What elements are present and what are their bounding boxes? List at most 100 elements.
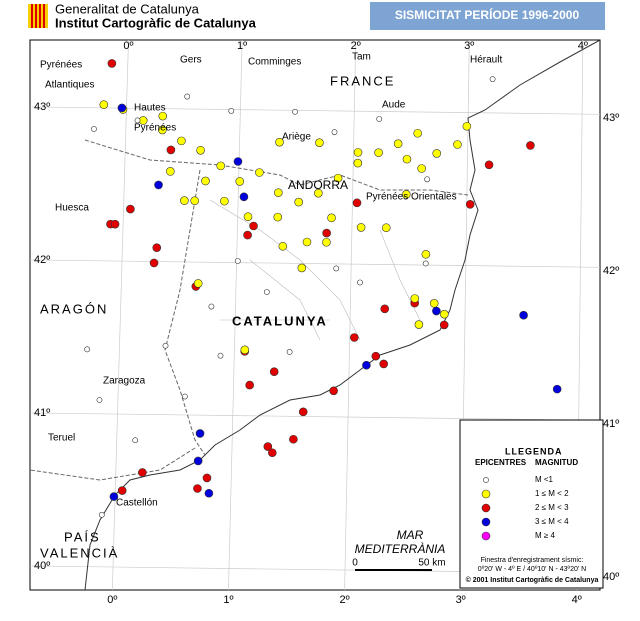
epicentre (243, 212, 253, 222)
epicentre (243, 230, 252, 240)
epicentre (158, 111, 168, 121)
epicentre (216, 161, 226, 171)
epicentre (154, 180, 163, 190)
epicentre (201, 176, 210, 186)
legend-box (459, 419, 604, 589)
epicentre (333, 265, 340, 272)
epicentre (432, 149, 442, 158)
epicentre (275, 137, 284, 147)
copyright: © 2001 Institut Cartogràfic de Catalunya (466, 576, 599, 584)
place: Pyrénées (134, 123, 176, 134)
epicentre (327, 213, 336, 223)
epicentre (286, 349, 293, 355)
epicentre (424, 176, 431, 183)
legend-title: LLEGENDA (505, 446, 563, 456)
epicentre (331, 129, 338, 136)
epicentre (196, 146, 205, 155)
epicentre (134, 117, 141, 124)
epicentre (294, 197, 304, 207)
legend-col: MAGNITUD (535, 458, 578, 467)
epicentre (132, 437, 139, 444)
epicentre (180, 196, 189, 205)
epicentre (208, 303, 215, 310)
meridian (344, 40, 357, 590)
epicentre (440, 309, 449, 319)
epicentre (362, 360, 371, 370)
org: Generalitat de Catalunya (55, 1, 200, 16)
sea-label: MAR (397, 528, 424, 542)
lon-label: 2º (339, 594, 349, 606)
legend-label: 3 ≤ M < 4 (535, 517, 569, 526)
epicentre (357, 279, 363, 286)
epicentre (152, 243, 162, 252)
epicentre (98, 511, 105, 518)
place: Hautes (134, 103, 166, 114)
legend-marker (481, 531, 491, 541)
place: Comminges (248, 57, 301, 68)
epicentre (249, 221, 258, 231)
epicentre (239, 192, 249, 202)
lat-label: 42º (34, 254, 50, 266)
border-aragon (164, 169, 206, 456)
epicentre (204, 488, 214, 498)
epicentre (439, 320, 449, 330)
legend-marker (481, 503, 491, 513)
epicentre (315, 138, 324, 147)
place: Pyrénées (40, 60, 82, 71)
epicentre (484, 160, 494, 170)
legend-marker (483, 477, 489, 483)
epicentre (429, 299, 439, 308)
epicentre (278, 241, 288, 251)
epicentre (177, 136, 186, 146)
epicentre (217, 352, 224, 359)
meridian (228, 40, 243, 590)
place: Huesca (55, 203, 89, 214)
title: SISMICITAT PERÍODE 1996-2000 (395, 7, 580, 22)
institute: Institut Cartogràfic de Catalunya (55, 15, 257, 30)
comarca-lines (209, 199, 421, 341)
place: Atlantiques (45, 80, 94, 91)
epicentre (190, 196, 199, 206)
place: Tam (352, 52, 371, 63)
place: ARAGÓN (40, 301, 108, 316)
lat-label: 41º (603, 418, 619, 430)
epicentre (413, 128, 423, 138)
epicentre (195, 429, 205, 438)
epicentre (233, 157, 243, 166)
epicentre (489, 76, 496, 83)
epicentre (453, 140, 462, 149)
legend-note: 0º20' W - 4º E / 40º10' N - 43º20' N (478, 566, 586, 573)
lon-label: 2º (351, 40, 361, 52)
epicentre (402, 154, 412, 164)
epicentre (166, 145, 176, 155)
place: Aude (382, 100, 406, 111)
epicentre (333, 173, 343, 183)
epicentre (298, 407, 308, 417)
lon-label: 0º (107, 594, 117, 606)
lat-label: 40º (34, 560, 50, 572)
lat-label: 40º (603, 571, 619, 583)
epicentre (269, 367, 279, 376)
epicentre (393, 139, 403, 149)
epicentre (552, 384, 562, 394)
epicentre (235, 177, 245, 186)
epicentre (162, 342, 169, 349)
epicentre (314, 188, 323, 198)
lat-label: 43º (603, 112, 619, 124)
epicentre (381, 223, 391, 233)
epicentre (421, 249, 431, 259)
epicentre (292, 108, 298, 115)
epicentre (202, 473, 212, 483)
lon-label: 4º (572, 594, 582, 606)
legend-label: 1 ≤ M < 2 (535, 489, 569, 498)
boundaries (30, 40, 600, 590)
epicentre (193, 456, 203, 466)
epicentre (353, 158, 363, 168)
scale-label: 50 km (418, 558, 445, 569)
lon-label: 3º (456, 594, 466, 606)
epicentre (432, 306, 441, 316)
epicentre (268, 448, 277, 458)
lat-label: 43º (34, 101, 50, 113)
epicentre (110, 219, 120, 229)
